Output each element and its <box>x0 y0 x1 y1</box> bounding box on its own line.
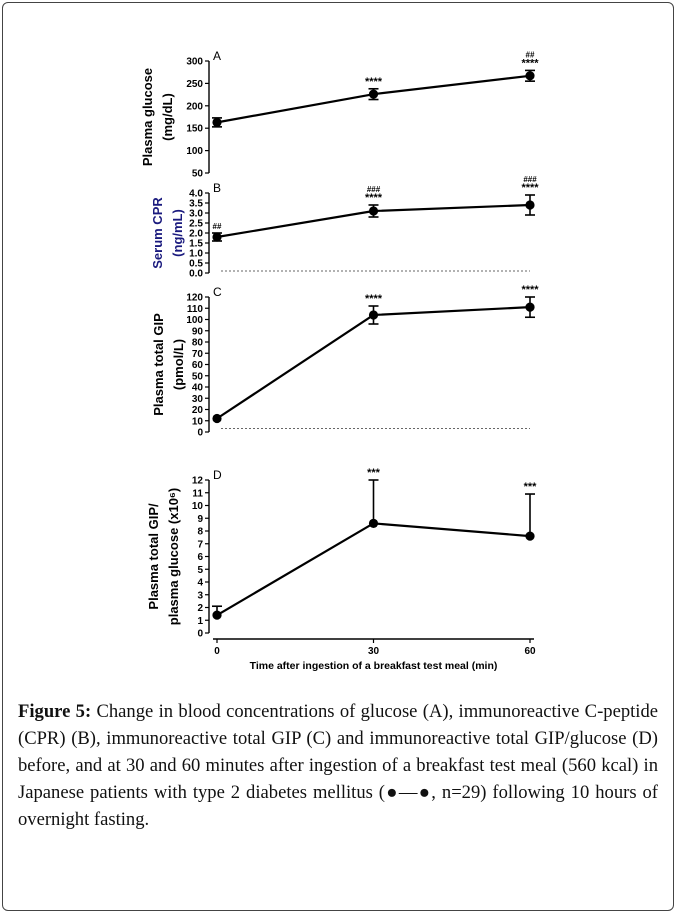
panel-a-y-title-line: Plasma glucose <box>140 68 155 166</box>
panel-c-y-tick-label: 20 <box>192 405 204 416</box>
panel-d-x-title: Time after ingestion of a breakfast test… <box>250 660 498 672</box>
panel-b-significance-hash: ### <box>367 185 381 194</box>
panel-d-y-tick-label: 6 <box>197 552 203 563</box>
panel-a-significance: **** <box>365 76 383 88</box>
panel-a-label: A <box>213 49 221 63</box>
panel-b-significance-hash: ## <box>213 222 222 231</box>
panel-d-y-tick-label: 11 <box>192 488 203 499</box>
caption-text: Change in blood concentrations of glucos… <box>18 701 658 830</box>
panel-a-y-tick-label: 50 <box>192 169 204 180</box>
panel-d-y-title: Plasma total GIP/plasma glucose (x10⁶) <box>146 488 181 625</box>
panel-d-y-title-line: plasma glucose (x10⁶) <box>166 488 181 625</box>
panel-c-data-point <box>368 310 379 320</box>
panel-a-data-point <box>212 117 222 127</box>
panel-c-y-tick-label: 60 <box>192 360 204 371</box>
panel-d-y-tick-label: 10 <box>192 501 204 512</box>
panel-c-y-tick-label: 110 <box>187 304 204 315</box>
panel-b-data-point <box>368 206 379 216</box>
panel-c-y-tick-label: 0 <box>197 428 203 439</box>
panel-b-y-title: Serum CPR (ng/mL) <box>150 197 185 269</box>
panel-c-y-title-line: Plasma total GIP <box>151 313 166 416</box>
panel-b-significance: **** <box>521 182 539 194</box>
figure-caption: Figure 5: Change in blood concentrations… <box>18 698 658 833</box>
panel-a-y-tick-label: 150 <box>186 124 203 135</box>
panel-d-data-point <box>525 531 535 541</box>
panel-d-y-tick-label: 2 <box>197 603 203 614</box>
panel-b-y-tick-label: 2.5 <box>189 219 203 230</box>
panel-b-data-point <box>212 232 222 242</box>
panel-d-y-tick-label: 8 <box>197 527 203 538</box>
panel-b-y-tick-label: 0.5 <box>189 259 203 270</box>
panel-c-significance: **** <box>521 284 539 296</box>
panel-d-label: D <box>213 468 222 482</box>
caption-label: Figure 5: <box>18 701 92 722</box>
panel-a-y-tick-label: 300 <box>186 57 203 68</box>
panel-c-data-point <box>212 413 222 424</box>
panel-c-y-tick-label: 40 <box>192 383 204 394</box>
panel-d-data-point <box>368 518 379 528</box>
panel-d-series-line <box>216 522 531 617</box>
panel-b-y-tick-label: 1.0 <box>189 249 203 260</box>
panel-d-y-tick-label: 9 <box>197 514 203 525</box>
panel-d-significance: *** <box>524 481 538 493</box>
panel-c-y-tick-label: 30 <box>192 394 204 405</box>
panel-d-y-tick-label: 1 <box>197 616 203 627</box>
panel-a-significance: **** <box>521 57 539 69</box>
panel-c-y-tick-label: 70 <box>192 349 204 360</box>
panel-d-x-tick-label: 30 <box>368 646 380 657</box>
panel-a-y-title-line: (mg/dL) <box>160 93 175 141</box>
panel-d-x-tick-label: 60 <box>524 646 536 657</box>
panel-c-y-tick-label: 50 <box>192 371 204 382</box>
panel-b-y-tick-label: 1.5 <box>189 239 203 250</box>
panel-c-significance: **** <box>365 293 383 305</box>
panel-c-label: C <box>213 285 222 299</box>
panel-b-label: B <box>213 181 221 195</box>
panel-b-data-point <box>525 200 535 210</box>
panel-b-y-tick-label: 2.0 <box>189 229 203 240</box>
panel-c-y-title: Plasma total GIP (pmol/L) <box>151 313 186 416</box>
panel-c-y-title-line: (pmol/L) <box>171 339 186 390</box>
panel-c-y-tick-label: 80 <box>192 338 204 349</box>
panel-d-y-tick-label: 3 <box>197 590 203 601</box>
panel-b-significance-hash: ### <box>523 175 537 184</box>
panel-d-y-tick-label: 12 <box>192 476 204 487</box>
panel-d-y-tick-label: 7 <box>197 539 203 550</box>
panel-b-significance: **** <box>365 192 383 204</box>
panel-d-y-title-line: Plasma total GIP/ <box>146 503 161 610</box>
panel-c-y-tick-label: 120 <box>186 293 203 304</box>
panel-c-data-point <box>525 302 535 312</box>
panel-d-y-tick-label: 4 <box>197 578 203 589</box>
panel-c-y-tick-label: 10 <box>192 416 204 427</box>
panel-d-significance: *** <box>367 467 381 479</box>
panel-d-y-tick-label: 0 <box>197 629 203 640</box>
panel-b-y-title-line: (ng/mL) <box>170 209 185 257</box>
panel-d-x-tick-label: 0 <box>214 646 220 657</box>
panel-b-y-tick-label: 0.0 <box>189 269 203 280</box>
panel-a-y-tick-label: 100 <box>186 146 203 157</box>
panel-d-data-point <box>212 610 222 620</box>
panel-c-y-tick-label: 100 <box>186 315 203 326</box>
panel-b-y-tick-label: 3.5 <box>189 199 203 210</box>
panel-b-y-tick-label: 4.0 <box>189 189 203 200</box>
panel-a-y-title: Plasma glucose (mg/dL) <box>140 68 175 166</box>
panel-a-y-tick-label: 200 <box>186 101 203 112</box>
panel-b-y-tick-label: 3.0 <box>189 209 203 220</box>
panel-c-y-tick-label: 90 <box>192 326 204 337</box>
panel-a-data-point <box>368 89 379 99</box>
panel-a-data-point <box>525 71 535 81</box>
panel-a-y-tick-label: 250 <box>186 79 203 90</box>
panel-b-y-title-line: Serum CPR <box>150 197 165 269</box>
panel-a-significance-hash: ## <box>526 50 535 59</box>
panel-d-y-tick-label: 5 <box>197 565 203 576</box>
